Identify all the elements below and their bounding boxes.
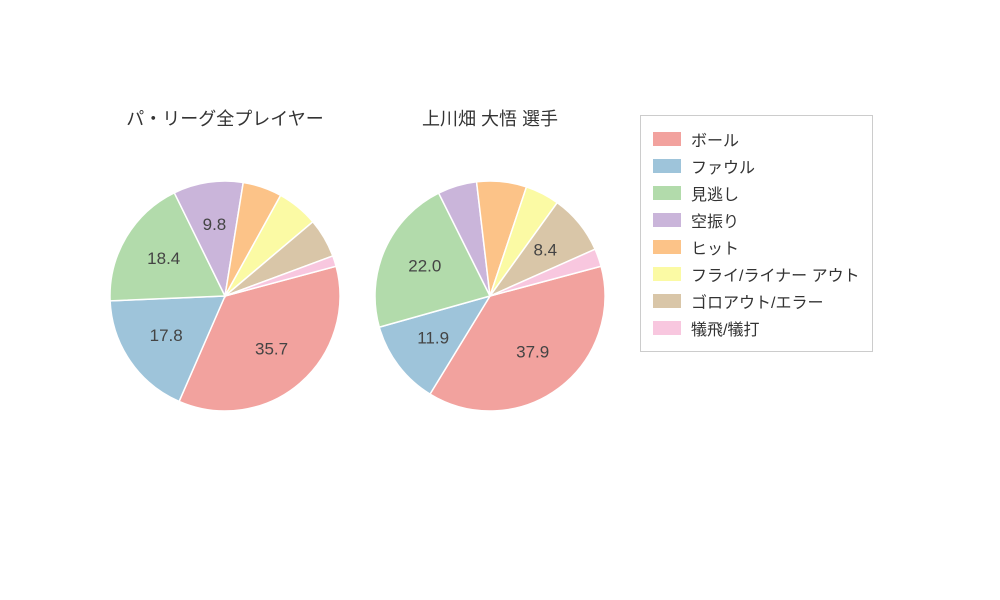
legend-item: 犠飛/犠打: [653, 316, 860, 340]
pie-value-label: 8.4: [533, 240, 557, 259]
legend-swatch: [653, 213, 681, 227]
legend-label: 犠飛/犠打: [691, 316, 759, 340]
legend-swatch: [653, 186, 681, 200]
legend-label: 空振り: [691, 208, 739, 232]
legend-item: 空振り: [653, 208, 860, 232]
legend-item: ゴロアウト/エラー: [653, 289, 860, 313]
legend-item: 見逃し: [653, 181, 860, 205]
legend-item: ヒット: [653, 235, 860, 259]
legend-swatch: [653, 267, 681, 281]
legend: ボールファウル見逃し空振りヒットフライ/ライナー アウトゴロアウト/エラー犠飛/…: [640, 115, 873, 352]
pie-value-label: 18.4: [147, 249, 180, 268]
chart-container: パ・リーグ全プレイヤー 35.7 17.8 18.4 9.8 上川畑 大悟 選手 37…: [0, 0, 1000, 600]
legend-item: ファウル: [653, 154, 860, 178]
legend-swatch: [653, 132, 681, 146]
legend-label: フライ/ライナー アウト: [691, 262, 860, 286]
legend-label: ボール: [691, 127, 739, 151]
pie-right-wrapper: 上川畑 大悟 選手 37.9 11.9 22.0 8.4: [350, 105, 630, 436]
legend-label: ゴロアウト/エラー: [691, 289, 823, 313]
legend-label: ファウル: [691, 154, 755, 178]
legend-item: フライ/ライナー アウト: [653, 262, 860, 286]
pie-value-label: 11.9: [417, 329, 449, 348]
pie-value-label: 17.8: [150, 326, 183, 345]
legend-item: ボール: [653, 127, 860, 151]
legend-swatch: [653, 321, 681, 335]
pie-value-label: 9.8: [203, 215, 227, 234]
legend-swatch: [653, 240, 681, 254]
legend-label: ヒット: [691, 235, 739, 259]
pie-value-label: 37.9: [516, 343, 549, 362]
legend-label: 見逃し: [691, 181, 739, 205]
legend-swatch: [653, 159, 681, 173]
pie-left-wrapper: パ・リーグ全プレイヤー 35.7 17.8 18.4 9.8: [85, 105, 365, 436]
pie-value-label: 35.7: [255, 340, 288, 359]
pie-right-title: 上川畑 大悟 選手: [350, 105, 630, 131]
pie-right-svg: 37.9 11.9 22.0 8.4: [350, 156, 630, 436]
pie-left-svg: 35.7 17.8 18.4 9.8: [85, 156, 365, 436]
pie-left-title: パ・リーグ全プレイヤー: [85, 105, 365, 131]
legend-swatch: [653, 294, 681, 308]
pie-value-label: 22.0: [408, 257, 441, 276]
